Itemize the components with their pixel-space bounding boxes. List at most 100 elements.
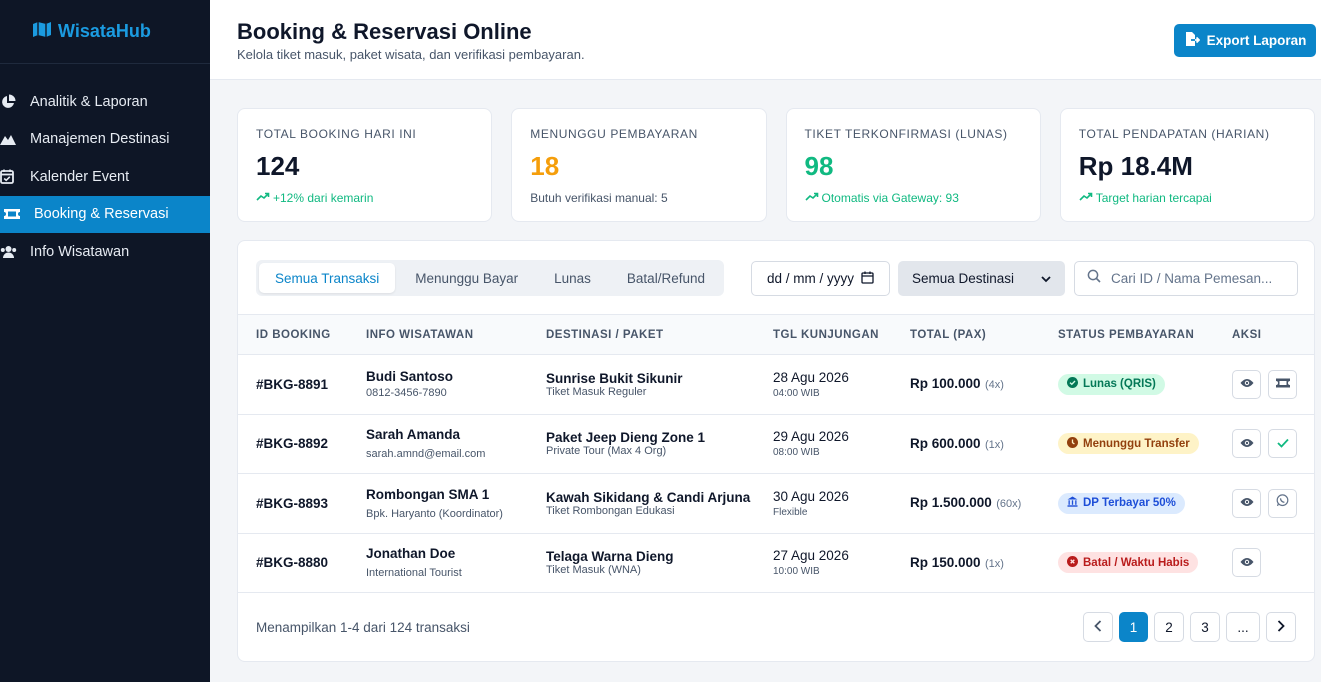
view-button[interactable]	[1232, 429, 1261, 459]
date-filter-placeholder: dd / mm / yyyy	[767, 271, 855, 286]
search-box[interactable]	[1074, 261, 1298, 296]
x-circle-icon	[1067, 555, 1078, 570]
whatsapp-icon	[1276, 494, 1289, 512]
tourist-info: Budi Santoso 0812-3456-7890	[366, 369, 453, 399]
status-text: DP Terbayar 50%	[1083, 497, 1176, 510]
stat-note-text: Target harian tercapai	[1095, 191, 1212, 205]
visit-time: 04:00 WIB	[773, 387, 820, 399]
search-icon	[1087, 269, 1101, 288]
status-badge: Batal / Waktu Habis	[1058, 552, 1199, 574]
table-row: #BKG-8891 Budi Santoso 0812-3456-7890 Su…	[238, 355, 1314, 415]
booking-table: ID BOOKING INFO WISATAWAN DESTINASI / PA…	[238, 314, 1314, 593]
file-export-icon	[1184, 31, 1200, 50]
sidebar-item-destinasi[interactable]: Manajemen Destinasi	[0, 121, 210, 159]
users-icon	[0, 243, 18, 261]
visit-time: Flexible	[773, 506, 808, 518]
sidebar-item-label: Kalender Event	[30, 168, 130, 185]
stat-card-confirmed: TIKET TERKONFIRMASI (LUNAS) 98 Otomatis …	[785, 108, 1041, 222]
package-name: Private Tour (Max 4 Org)	[546, 445, 667, 458]
status-text: Batal / Waktu Habis	[1083, 556, 1190, 569]
export-report-label: Export Laporan	[1206, 33, 1307, 48]
tourist-info: Sarah Amanda sarah.amnd@email.com	[366, 427, 485, 460]
payment-status: DP Terbayar 50%	[1058, 492, 1185, 514]
visit-date-value: 29 Agu 2026	[773, 429, 849, 445]
view-button[interactable]	[1232, 488, 1261, 518]
eye-icon	[1240, 435, 1254, 453]
tab-lunas[interactable]: Lunas	[554, 270, 591, 286]
search-input[interactable]	[1111, 271, 1281, 286]
sidebar: WisataHub Analitik & Laporan Manajemen D…	[0, 0, 210, 682]
row-actions	[1232, 548, 1261, 578]
tourist-name: Jonathan Doe	[366, 546, 456, 562]
ticket-icon	[4, 205, 22, 223]
sidebar-item-analitik[interactable]: Analitik & Laporan	[0, 83, 210, 121]
view-button[interactable]	[1232, 369, 1261, 399]
visit-time: 08:00 WIB	[773, 447, 820, 459]
tab-menunggu-bayar[interactable]: Menunggu Bayar	[415, 270, 519, 286]
table-header: ID BOOKING INFO WISATAWAN DESTINASI / PA…	[238, 314, 1314, 355]
destination-name: Telaga Warna Dieng	[546, 549, 674, 565]
page-header: Booking & Reservasi Online Kelola tiket …	[210, 0, 1321, 80]
booking-panel: Semua Transaksi Menunggu Bayar Lunas Bat…	[237, 240, 1315, 662]
table-row: #BKG-8880 Jonathan Doe International Tou…	[238, 534, 1314, 593]
visit-date: 28 Agu 2026 04:00 WIB	[773, 370, 849, 399]
tourist-contact: sarah.amnd@email.com	[366, 448, 486, 461]
export-report-button[interactable]: Export Laporan	[1174, 24, 1316, 57]
print-ticket-button[interactable]	[1268, 369, 1297, 399]
map-icon	[32, 20, 52, 43]
destination-info: Telaga Warna Dieng Tiket Masuk (WNA)	[546, 549, 674, 576]
sidebar-item-booking[interactable]: Booking & Reservasi	[0, 195, 210, 233]
column-header: TGL KUNJUNGAN	[773, 328, 879, 341]
page-ellipsis-button[interactable]: ...	[1226, 612, 1260, 642]
status-badge: Menunggu Transfer	[1058, 433, 1199, 455]
table-row: #BKG-8893 Rombongan SMA 1 Bpk. Haryanto …	[238, 474, 1314, 534]
pax-count: (1x)	[985, 557, 1004, 570]
tourist-name: Budi Santoso	[366, 369, 453, 385]
brand-logo[interactable]: WisataHub	[0, 0, 210, 64]
eye-icon	[1240, 375, 1254, 393]
view-button[interactable]	[1232, 548, 1261, 578]
confirm-payment-button[interactable]	[1268, 429, 1297, 459]
tab-batal-refund[interactable]: Batal/Refund	[626, 270, 705, 286]
sidebar-item-wisatawan[interactable]: Info Wisatawan	[0, 233, 210, 271]
check-circle-icon	[1067, 377, 1078, 391]
page-button-1[interactable]: 1	[1119, 612, 1148, 642]
stat-card-pending: MENUNGGU PEMBAYARAN 18 Butuh verifikasi …	[511, 108, 767, 222]
prev-page-button[interactable]	[1083, 612, 1113, 642]
booking-id: #BKG-8893	[256, 495, 329, 511]
tourist-name: Sarah Amanda	[366, 427, 461, 443]
next-page-button[interactable]	[1266, 612, 1296, 642]
ticket-icon	[1275, 375, 1290, 393]
sidebar-item-kalender[interactable]: Kalender Event	[0, 158, 210, 196]
destination-info: Sunrise Bukit Sikunir Tiket Masuk Regule…	[546, 371, 683, 398]
trend-up-icon	[804, 191, 819, 205]
sidebar-item-label: Booking & Reservasi	[34, 206, 169, 223]
tab-semua-transaksi[interactable]: Semua Transaksi	[259, 263, 396, 293]
status-text: Lunas (QRIS)	[1083, 378, 1156, 391]
eye-icon	[1240, 494, 1254, 512]
row-actions	[1232, 429, 1297, 459]
sidebar-item-label: Manajemen Destinasi	[30, 131, 170, 148]
destination-select-value: Semua Destinasi	[912, 271, 1015, 286]
trend-up-icon	[256, 191, 270, 205]
whatsapp-button[interactable]	[1268, 488, 1297, 518]
stat-value: 124	[256, 151, 300, 181]
page-button-3[interactable]: 3	[1190, 612, 1220, 642]
date-filter-input[interactable]: dd / mm / yyyy	[751, 261, 890, 296]
visit-date-value: 30 Agu 2026	[773, 488, 849, 504]
page-button-2[interactable]: 2	[1154, 612, 1184, 642]
stat-note: Target harian tercapai	[1079, 191, 1296, 205]
tourist-contact: International Tourist	[366, 567, 462, 580]
pagination: 1 2 3 ...	[1083, 612, 1296, 642]
booking-id: #BKG-8892	[256, 436, 329, 452]
destination-select[interactable]: Semua Destinasi	[898, 261, 1065, 296]
bank-icon	[1067, 496, 1078, 510]
booking-id: #BKG-8880	[256, 555, 329, 571]
status-text: Menunggu Transfer	[1083, 437, 1190, 450]
stat-label: MENUNGGU PEMBAYARAN	[530, 127, 698, 141]
column-header: AKSI	[1232, 328, 1262, 341]
check-icon	[1276, 435, 1289, 453]
row-actions	[1232, 488, 1297, 518]
stats-row: TOTAL BOOKING HARI INI 124 +12% dari kem…	[237, 108, 1315, 222]
visit-date-value: 28 Agu 2026	[773, 369, 849, 385]
